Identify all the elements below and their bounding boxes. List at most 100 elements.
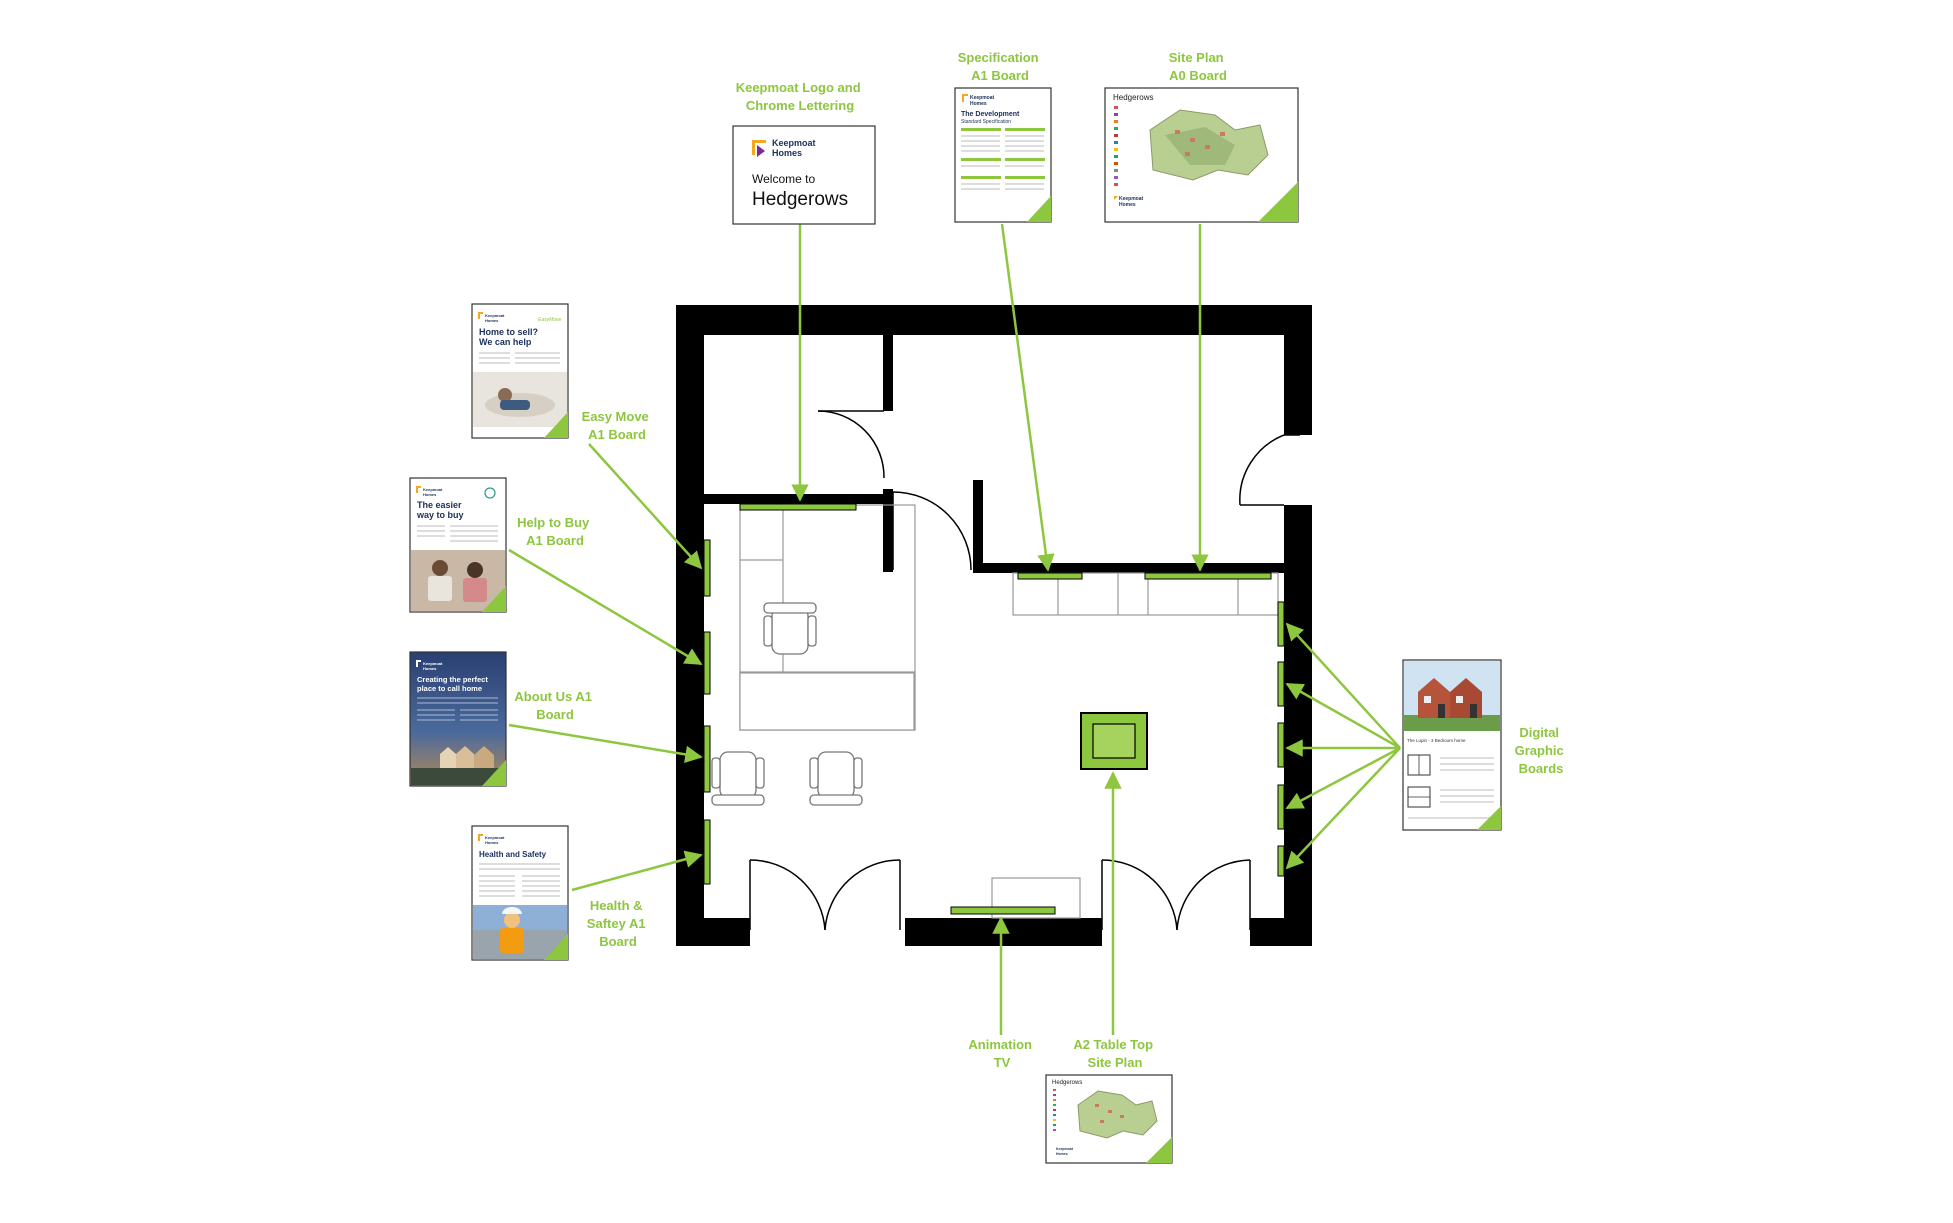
wall-inner-vertical-2 xyxy=(883,489,893,572)
easymove-headline-2: We can help xyxy=(479,337,532,347)
tabletop-legend xyxy=(1053,1089,1056,1131)
desk-long xyxy=(739,672,915,731)
board-spec-strip xyxy=(1017,572,1083,580)
board-health-strip xyxy=(703,819,711,885)
label-siteplan: Site Plan A0 Board xyxy=(1169,50,1228,83)
arrow-helptobuy xyxy=(508,548,703,666)
siteplan-title: Hedgerows xyxy=(1113,93,1153,102)
label-easymove: Easy Move A1 Board xyxy=(582,409,653,442)
spec-brand: Keepmoat xyxy=(970,95,995,101)
aboutus-headline-2: place to call home xyxy=(417,684,482,693)
digital-strip-3 xyxy=(1277,722,1285,768)
wall-inner-horizontal-left xyxy=(704,494,884,504)
logo-name: Hedgerows xyxy=(752,189,848,210)
aboutus-brand-2: Homes xyxy=(423,666,437,671)
label-aboutus: About Us A1 Board xyxy=(514,689,595,722)
label-logo: Keepmoat Logo and Chrome Lettering xyxy=(736,80,865,113)
wall-inner-vertical-3 xyxy=(973,480,983,573)
digital-strip-4 xyxy=(1277,784,1285,830)
label-health: Health & Saftey A1 Board xyxy=(587,898,649,949)
wall-left xyxy=(676,305,704,946)
board-logo: Keepmoat Homes Welcome to Hedgerows xyxy=(732,125,876,225)
siteplan-brand-2: Homes xyxy=(1119,202,1136,208)
helptobuy-badge-icon xyxy=(484,487,496,499)
wall-top xyxy=(676,305,1312,335)
board-aboutus: Keepmoat Homes Creating the perfect plac… xyxy=(409,651,507,787)
callout-labels: Keepmoat Logo and Chrome Lettering Speci… xyxy=(514,50,1568,1070)
arrow-digital-5 xyxy=(1285,747,1401,870)
board-aboutus-strip xyxy=(703,725,711,793)
arrow-easymove xyxy=(588,443,703,570)
arrow-aboutus xyxy=(508,723,703,764)
keepmoat-logo-icon xyxy=(752,140,766,155)
wall-inner-vertical-1 xyxy=(883,335,893,411)
helptobuy-brand: Keepmoat xyxy=(423,487,443,492)
helptobuy-headline-2: way to buy xyxy=(416,510,464,520)
arrow-digital-2 xyxy=(1285,682,1401,750)
digital-strip-1 xyxy=(1277,601,1285,647)
aboutus-brand: Keepmoat xyxy=(423,661,443,666)
board-digital: The Lupin - 3 Bedroom home xyxy=(1402,659,1502,831)
board-easymove-strip xyxy=(703,539,711,597)
tabletop-title: Hedgerows xyxy=(1052,1080,1082,1086)
health-headline: Health and Safety xyxy=(479,850,547,859)
tv-stand xyxy=(991,877,1081,919)
helptobuy-headline-1: The easier xyxy=(417,500,462,510)
helptobuy-photo xyxy=(411,550,505,611)
tabletop-brand-2: Homes xyxy=(1056,1152,1068,1156)
label-helptobuy: Help to Buy A1 Board xyxy=(517,515,593,548)
board-easymove: Keepmoat Homes EasyMove Home to sell? We… xyxy=(471,303,569,439)
spec-subtitle: Standard Specification xyxy=(961,119,1011,125)
arrow-health xyxy=(571,850,703,892)
board-logo-strip xyxy=(739,503,857,511)
siteplan-legend xyxy=(1114,106,1118,186)
board-tabletop: Hedgerows Keepmoat Homes xyxy=(1045,1074,1173,1164)
aboutus-houses xyxy=(411,746,505,785)
table-top xyxy=(1080,712,1148,770)
aboutus-headline-1: Creating the perfect xyxy=(417,675,488,684)
easymove-brand-2: Homes xyxy=(485,318,499,323)
label-animation: Animation TV xyxy=(968,1037,1035,1070)
chair-1 xyxy=(763,602,817,655)
board-siteplan-strip xyxy=(1144,572,1272,580)
chair-3 xyxy=(809,751,863,806)
wall-right-upper xyxy=(1284,305,1312,435)
logo-brand-2: Homes xyxy=(772,148,802,158)
door-swings xyxy=(749,410,1300,931)
tabletop-brand: Keepmoat xyxy=(1056,1147,1074,1151)
spec-title: The Development xyxy=(961,111,1020,118)
arrow-digital-4 xyxy=(1285,746,1401,810)
board-health: Keepmoat Homes Health and Safety xyxy=(471,825,569,961)
wall-bottom-left xyxy=(676,918,750,946)
label-digital: Digital Graphic Boards xyxy=(1515,725,1568,776)
arrow-spec xyxy=(1000,223,1055,572)
label-tabletop: A2 Table Top Site Plan xyxy=(1073,1037,1156,1070)
easymove-brand: Keepmoat xyxy=(485,313,505,318)
chair-2 xyxy=(711,751,765,806)
siteplan-brand: Keepmoat xyxy=(1119,196,1144,202)
logo-welcome: Welcome to xyxy=(752,172,815,186)
arrows xyxy=(508,223,1401,1035)
health-brand: Keepmoat xyxy=(485,835,505,840)
easymove-tag: EasyMove xyxy=(538,317,562,323)
health-brand-2: Homes xyxy=(485,840,499,845)
digital-caption: The Lupin - 3 Bedroom home xyxy=(1407,738,1466,743)
board-siteplan: Hedgerows Keepmoat Homes xyxy=(1104,87,1299,223)
digital-strip-2 xyxy=(1277,661,1285,707)
board-helptobuy: Keepmoat Homes The easier way to buy xyxy=(409,477,507,613)
tabletop-map xyxy=(1077,1090,1158,1139)
chairs xyxy=(711,602,863,806)
arrow-digital-1 xyxy=(1285,622,1401,749)
easymove-headline-1: Home to sell? xyxy=(479,327,538,337)
floor-plan xyxy=(676,305,1312,946)
wall-bottom-right xyxy=(1250,918,1312,946)
tv-screen-strip xyxy=(950,906,1056,915)
wall-bottom-center xyxy=(905,918,1102,946)
digital-strip-5 xyxy=(1277,845,1285,877)
board-helptobuy-strip xyxy=(703,631,711,695)
wall-inner-horizontal-right xyxy=(973,563,1284,573)
spec-brand-2: Homes xyxy=(970,101,987,107)
wall-right-lower xyxy=(1284,505,1312,946)
label-spec: Specification A1 Board xyxy=(958,50,1043,83)
